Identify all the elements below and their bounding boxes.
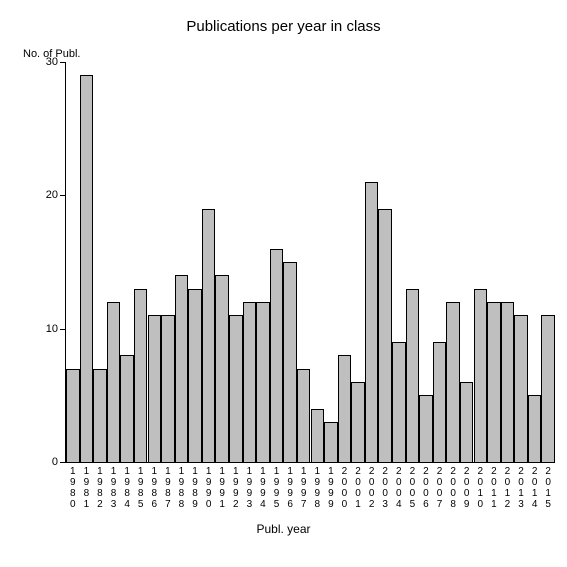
bar bbox=[446, 302, 460, 462]
x-tick-label: 1 9 8 1 bbox=[80, 466, 94, 510]
bar bbox=[324, 422, 338, 462]
bar bbox=[270, 249, 284, 462]
x-tick-label: 2 0 0 4 bbox=[392, 466, 406, 510]
bar bbox=[229, 315, 243, 462]
x-tick-label: 2 0 1 1 bbox=[487, 466, 501, 510]
x-tick-label: 1 9 9 9 bbox=[324, 466, 338, 510]
bar bbox=[338, 355, 352, 462]
x-tick-label: 2 0 0 0 bbox=[338, 466, 352, 510]
y-tick-label: 30 bbox=[46, 56, 58, 68]
bar bbox=[501, 302, 515, 462]
y-tick bbox=[60, 329, 66, 330]
x-tick-label: 2 0 0 2 bbox=[365, 466, 379, 510]
bar bbox=[283, 262, 297, 462]
bar bbox=[243, 302, 257, 462]
bar bbox=[460, 382, 474, 462]
bar bbox=[161, 315, 175, 462]
x-tick-label: 1 9 9 8 bbox=[311, 466, 325, 510]
x-tick-label: 2 0 1 5 bbox=[541, 466, 555, 510]
bar bbox=[175, 275, 189, 462]
x-tick-label: 2 0 0 9 bbox=[460, 466, 474, 510]
x-tick-label: 2 0 0 5 bbox=[406, 466, 420, 510]
bar bbox=[202, 209, 216, 462]
bar bbox=[107, 302, 121, 462]
chart-title: Publications per year in class bbox=[0, 0, 567, 35]
bar bbox=[487, 302, 501, 462]
x-tick-label: 1 9 8 0 bbox=[66, 466, 80, 510]
x-tick-label: 2 0 0 6 bbox=[419, 466, 433, 510]
x-tick-label: 2 0 0 3 bbox=[378, 466, 392, 510]
y-tick-label: 10 bbox=[46, 323, 58, 335]
x-tick-label: 1 9 9 5 bbox=[270, 466, 284, 510]
y-tick bbox=[60, 462, 66, 463]
bar bbox=[297, 369, 311, 462]
bar bbox=[514, 315, 528, 462]
x-tick-label: 1 9 8 3 bbox=[107, 466, 121, 510]
x-tick-label: 1 9 8 2 bbox=[93, 466, 107, 510]
bar bbox=[378, 209, 392, 462]
y-tick bbox=[60, 62, 66, 63]
bar bbox=[419, 395, 433, 462]
bar bbox=[148, 315, 162, 462]
bar bbox=[365, 182, 379, 462]
bar bbox=[541, 315, 555, 462]
x-tick-label: 1 9 9 0 bbox=[202, 466, 216, 510]
bar bbox=[311, 409, 325, 462]
x-tick-label: 1 9 8 6 bbox=[148, 466, 162, 510]
x-tick-label: 1 9 8 9 bbox=[188, 466, 202, 510]
y-tick bbox=[60, 195, 66, 196]
x-tick-label: 2 0 1 4 bbox=[528, 466, 542, 510]
bar bbox=[120, 355, 134, 462]
bar bbox=[528, 395, 542, 462]
x-axis-label: Publ. year bbox=[0, 522, 567, 536]
bar bbox=[93, 369, 107, 462]
x-tick-label: 1 9 9 3 bbox=[243, 466, 257, 510]
x-tick-label: 1 9 9 7 bbox=[297, 466, 311, 510]
y-tick-label: 0 bbox=[52, 456, 58, 468]
x-tick-label: 1 9 9 1 bbox=[215, 466, 229, 510]
x-tick-label: 2 0 1 3 bbox=[514, 466, 528, 510]
x-tick-label: 1 9 8 8 bbox=[175, 466, 189, 510]
x-tick-label: 2 0 0 7 bbox=[433, 466, 447, 510]
x-tick-label: 1 9 8 7 bbox=[161, 466, 175, 510]
x-tick-label: 2 0 1 2 bbox=[501, 466, 515, 510]
bar bbox=[351, 382, 365, 462]
bar bbox=[188, 289, 202, 462]
x-tick-label: 1 9 9 6 bbox=[283, 466, 297, 510]
x-tick-label: 1 9 9 4 bbox=[256, 466, 270, 510]
plot-area: 01020301 9 8 01 9 8 11 9 8 21 9 8 31 9 8… bbox=[65, 62, 555, 463]
x-tick-label: 1 9 8 4 bbox=[120, 466, 134, 510]
x-tick-label: 2 0 0 1 bbox=[351, 466, 365, 510]
bar bbox=[215, 275, 229, 462]
bar bbox=[474, 289, 488, 462]
bar bbox=[66, 369, 80, 462]
bar bbox=[392, 342, 406, 462]
y-tick-label: 20 bbox=[46, 189, 58, 201]
x-tick-label: 1 9 9 2 bbox=[229, 466, 243, 510]
bar bbox=[134, 289, 148, 462]
bar bbox=[433, 342, 447, 462]
x-tick-label: 2 0 1 0 bbox=[474, 466, 488, 510]
x-tick-label: 2 0 0 8 bbox=[446, 466, 460, 510]
bar bbox=[256, 302, 270, 462]
x-tick-label: 1 9 8 5 bbox=[134, 466, 148, 510]
bar bbox=[80, 75, 94, 462]
bar bbox=[406, 289, 420, 462]
